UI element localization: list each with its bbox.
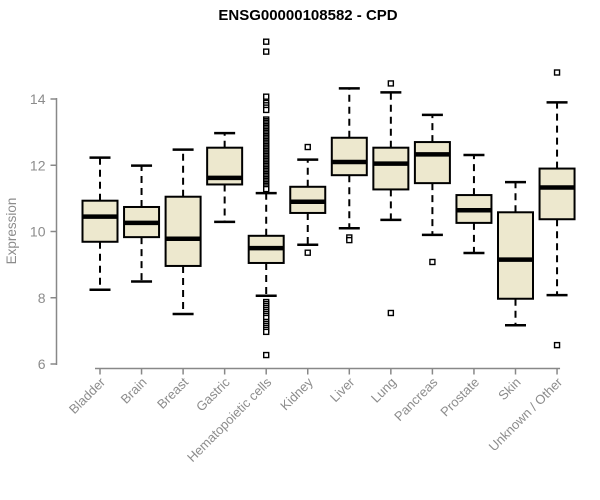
outlier-point [387,309,395,317]
boxplot-skin [497,180,534,327]
outlier-point [263,106,270,114]
box-iqr [81,199,119,243]
boxplot-bladder [81,156,119,292]
box-iqr [497,211,534,300]
boxplot-unknown-other [538,69,576,349]
chart-title: ENSG00000108582 - CPD [218,7,397,24]
boxplot-brain [123,164,161,283]
outlier-point [263,38,270,45]
boxplot-kidney [289,143,327,256]
outlier-point [429,258,436,266]
x-tick-label-prostate: Prostate [437,375,482,420]
x-tick-label-lung: Lung [368,375,399,406]
box-iqr [413,141,451,185]
outlier-point [553,69,561,76]
x-tick-label-breast: Breast [154,374,191,411]
boxplot-lung [372,80,410,317]
outlier-point [263,351,270,359]
outlier-point [553,341,561,349]
boxplot-hematopoietic-cells [247,38,285,359]
outlier-point [304,143,311,151]
x-tick-label-pancreas: Pancreas [391,374,441,424]
box-iqr [372,146,410,191]
x-tick-label-gastric: Gastric [193,374,233,414]
outlier-point [263,185,270,193]
outlier-point [263,48,270,55]
y-tick-label-12: 12 [30,157,46,173]
boxplot-breast [164,148,202,316]
y-tick-label-10: 10 [30,224,46,240]
box-iqr [538,167,576,221]
x-tick-label-kidney: Kidney [277,374,316,413]
y-tick-label-8: 8 [38,290,46,306]
boxplot-pancreas [413,113,451,266]
boxplot-prostate [455,153,493,255]
y-axis-title: Expression [4,198,19,265]
box-iqr [164,195,202,267]
x-tick-label-brain: Brain [118,375,150,407]
boxplot-gastric [206,131,244,224]
outlier-point [263,93,270,100]
boxplot-liver [330,87,368,244]
x-tick-label-unknown-other: Unknown / Other [486,374,566,454]
box-iqr [330,136,368,177]
x-tick-label-skin: Skin [495,375,523,403]
x-tick-label-bladder: Bladder [66,374,109,417]
outlier-point [263,328,270,336]
y-tick-label-14: 14 [30,91,46,107]
outlier-point [346,236,353,244]
x-tick-label-liver: Liver [327,374,358,405]
y-tick-label-6: 6 [38,356,46,372]
outlier-point [304,249,311,256]
outlier-point [387,80,395,87]
